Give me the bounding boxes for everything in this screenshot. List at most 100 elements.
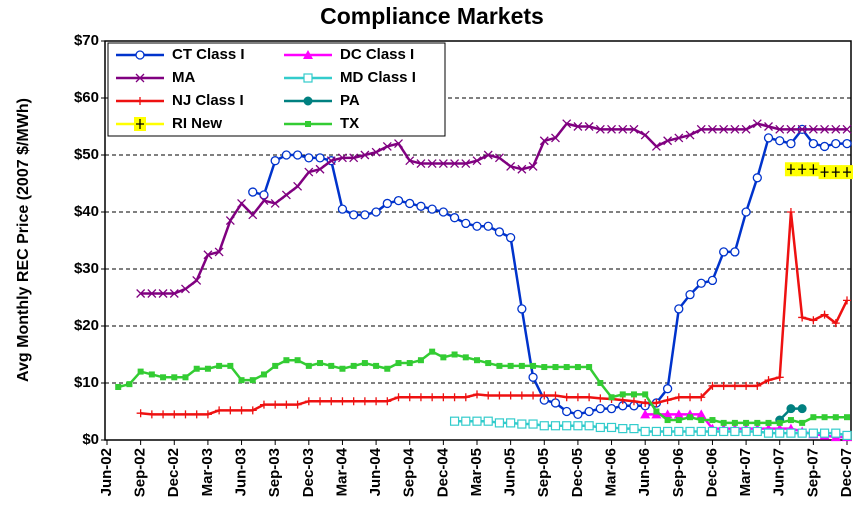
point: [248, 187, 258, 197]
point: [673, 409, 684, 419]
marker: [406, 360, 413, 367]
point: [405, 393, 414, 402]
marker: [540, 391, 549, 400]
marker: [595, 124, 605, 134]
x-tick-label: Sep-03: [266, 448, 283, 497]
y-tick-label: $20: [74, 317, 99, 334]
y-tick-label: $30: [74, 260, 99, 277]
point: [225, 216, 235, 226]
point: [606, 422, 617, 433]
legend-label: CT Class I: [172, 46, 245, 63]
point: [796, 162, 809, 177]
point: [517, 304, 527, 314]
point: [629, 397, 638, 406]
marker: [595, 422, 605, 433]
point: [708, 381, 717, 390]
point: [530, 362, 537, 369]
marker: [662, 384, 673, 394]
x-tick-label: Jun-07: [771, 448, 788, 496]
point: [618, 424, 628, 434]
point: [573, 122, 583, 131]
marker: [148, 371, 155, 378]
point: [798, 313, 807, 322]
marker: [429, 348, 436, 355]
marker: [328, 362, 335, 369]
point: [438, 159, 448, 169]
point: [675, 417, 682, 424]
point: [136, 409, 145, 418]
point: [171, 374, 178, 381]
point: [540, 391, 549, 400]
point: [303, 50, 313, 59]
marker: [517, 304, 527, 314]
point: [203, 410, 212, 419]
marker: [394, 393, 403, 402]
marker: [530, 362, 537, 369]
point: [550, 421, 561, 431]
marker: [170, 410, 179, 419]
point: [529, 391, 538, 400]
point: [461, 159, 471, 169]
point: [160, 374, 167, 381]
marker: [562, 393, 571, 402]
marker: [595, 403, 605, 414]
point: [797, 428, 807, 438]
marker: [483, 416, 493, 426]
marker: [764, 122, 773, 131]
point: [818, 165, 831, 180]
point: [719, 381, 728, 390]
marker: [820, 167, 829, 178]
point: [226, 406, 235, 415]
point: [405, 198, 415, 209]
point: [652, 398, 661, 407]
marker: [629, 424, 639, 434]
marker: [248, 210, 258, 220]
marker: [719, 381, 728, 390]
point: [719, 426, 729, 437]
point: [315, 153, 325, 163]
marker: [304, 153, 314, 163]
marker: [696, 426, 706, 437]
point: [606, 403, 617, 414]
point: [440, 354, 447, 361]
point: [461, 416, 471, 426]
point: [304, 397, 313, 406]
point: [494, 227, 505, 237]
marker: [315, 164, 325, 174]
marker: [416, 393, 425, 402]
marker: [160, 374, 167, 381]
marker: [281, 190, 291, 200]
marker: [494, 153, 504, 163]
point: [764, 376, 773, 385]
point: [137, 368, 144, 375]
point: [663, 136, 673, 146]
point: [517, 419, 527, 429]
point: [563, 364, 570, 371]
marker: [528, 161, 538, 171]
marker: [674, 304, 684, 314]
legend-label: PA: [340, 92, 360, 109]
point: [272, 362, 279, 369]
marker: [461, 393, 470, 402]
marker: [260, 371, 267, 378]
marker: [237, 198, 247, 208]
marker: [675, 417, 682, 424]
marker: [371, 207, 381, 217]
marker: [483, 221, 493, 231]
x-tick-label: Mar-03: [199, 448, 216, 496]
marker: [136, 289, 146, 298]
point: [449, 416, 460, 426]
point: [517, 164, 527, 174]
x-tick-label: Dec-02: [165, 448, 182, 497]
point: [485, 360, 492, 367]
marker: [798, 313, 807, 322]
marker: [259, 400, 268, 409]
marker: [731, 419, 738, 426]
point: [808, 428, 818, 438]
point: [629, 124, 639, 134]
marker: [662, 409, 673, 419]
point: [134, 117, 146, 131]
point: [797, 404, 807, 414]
point: [416, 159, 426, 169]
point: [371, 207, 381, 217]
